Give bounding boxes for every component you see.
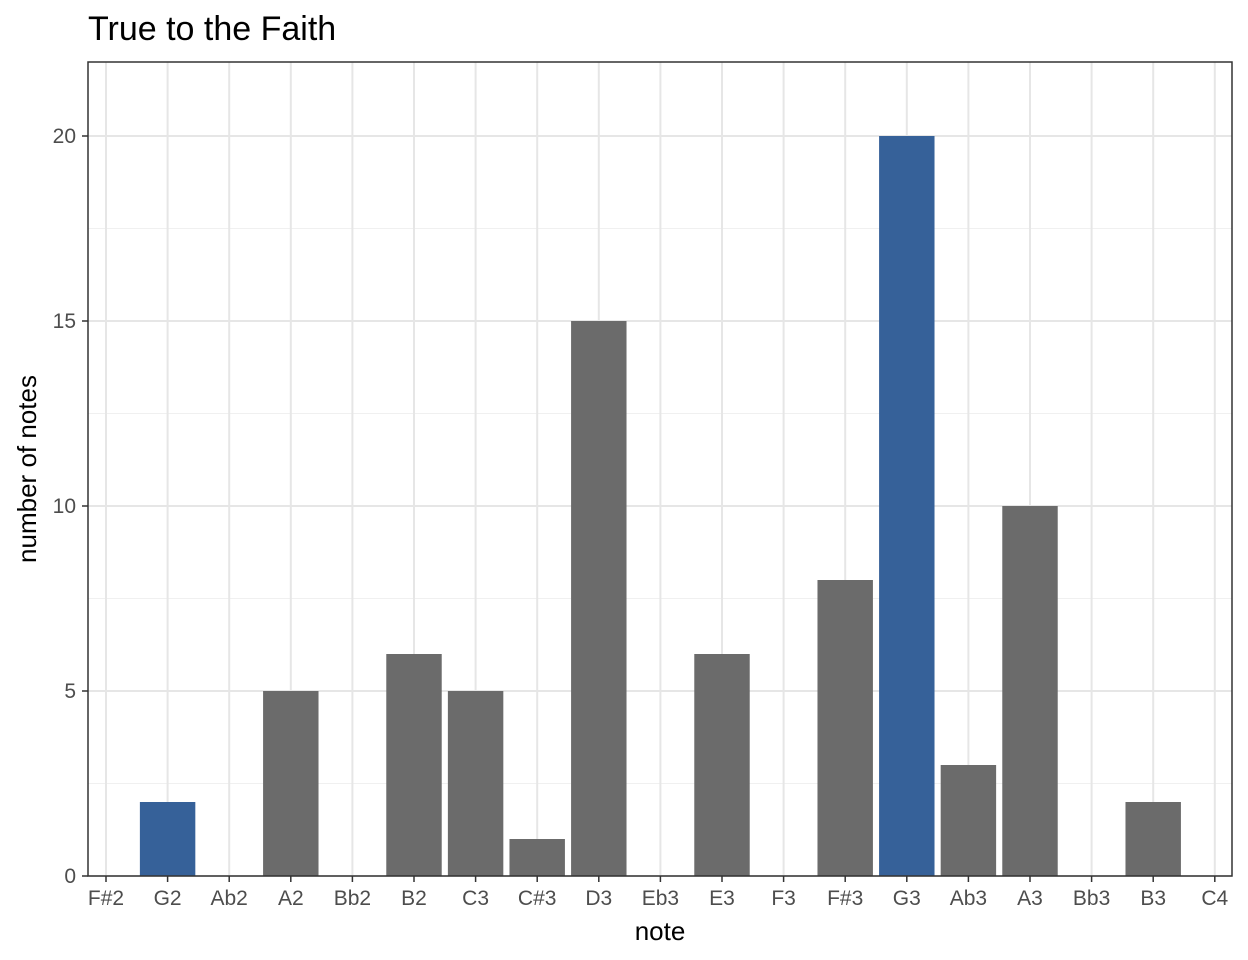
bar-c3 [447,691,504,876]
x-tick-label: G2 [154,887,182,910]
x-tick-label: A2 [278,887,304,910]
bar-b2 [386,654,442,876]
x-axis-title: note [635,916,686,946]
major-gridlines [88,62,1232,877]
x-tick-label: Eb3 [642,887,679,910]
x-tick-label: C3 [462,887,489,910]
x-tick-label: Ab3 [950,887,987,910]
bar-f-sharp3 [817,580,873,876]
x-tick-label: G3 [893,887,921,910]
bar-g2 [139,802,196,876]
y-tick-label: 20 [53,125,76,148]
bar-d3 [571,321,627,876]
x-tick-label: Ab2 [211,887,248,910]
y-tick-label: 15 [53,310,76,333]
y-tick-label: 0 [64,865,76,888]
x-tick-label: F#3 [827,887,863,910]
x-axis: F#2 G2 Ab2 A2 Bb2 B2 C3 C#3 D3 Eb3 E3 F3 F#3 G3 Ab3 A3 B… [88,876,1229,910]
bars [139,136,1181,876]
bar-c-sharp3 [509,839,565,876]
y-axis: 0 5 10 15 20 [53,125,88,888]
x-tick-label: B3 [1140,887,1166,910]
x-tick-label: A3 [1017,887,1043,910]
y-tick-label: 5 [64,680,76,703]
chart-title: True to the Faith [88,10,336,48]
x-tick-label: B2 [401,887,427,910]
x-tick-label: C4 [1201,887,1228,910]
bar-a3 [1002,506,1058,876]
bar-a2 [263,691,319,876]
bar-b3 [1125,802,1181,876]
x-tick-label: F3 [771,887,796,910]
x-tick-label: F#2 [88,887,124,910]
x-tick-label: Bb3 [1073,887,1110,910]
x-tick-label: C#3 [518,887,557,910]
x-tick-label: D3 [585,887,612,910]
y-tick-label: 10 [53,495,76,518]
bar-e3 [694,654,750,876]
y-axis-title: number of notes [12,375,42,563]
bar-ab3 [940,765,997,876]
x-tick-label: E3 [709,887,735,910]
bar-g3 [879,136,935,876]
x-tick-label: Bb2 [334,887,371,910]
